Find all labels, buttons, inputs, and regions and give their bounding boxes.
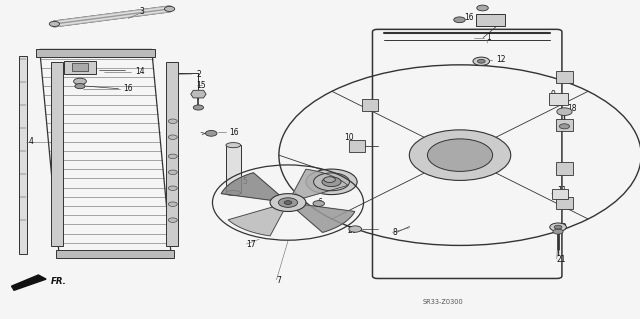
Circle shape [168,186,177,190]
Text: 17: 17 [246,241,256,249]
Text: 20: 20 [348,226,357,235]
Polygon shape [36,49,155,57]
Circle shape [559,124,570,129]
Polygon shape [292,169,348,199]
Circle shape [270,194,306,211]
Circle shape [313,201,324,206]
Polygon shape [64,61,96,74]
Circle shape [193,105,204,110]
Bar [552,189,568,199]
Polygon shape [12,275,46,290]
Circle shape [168,202,177,206]
Circle shape [410,130,511,181]
Text: 1: 1 [486,33,491,42]
Bar [349,140,365,152]
Circle shape [278,198,298,207]
Bar [549,93,568,105]
Text: 13: 13 [557,223,566,232]
Ellipse shape [226,143,241,148]
Bar [556,197,573,209]
Bar [556,162,573,174]
Circle shape [428,139,493,171]
Polygon shape [295,204,355,233]
Polygon shape [191,90,206,98]
Circle shape [168,135,177,139]
Text: 9: 9 [550,90,556,99]
Text: 6: 6 [317,198,323,207]
Bar [166,62,178,246]
Text: 12: 12 [497,56,506,64]
Bar [556,71,573,83]
Bar [362,100,378,111]
Text: 11: 11 [557,186,566,195]
Bar [72,63,88,71]
Text: SR33-Z0300: SR33-Z0300 [422,299,463,305]
Text: 2: 2 [196,70,201,78]
Polygon shape [56,250,174,258]
Circle shape [168,154,177,159]
Circle shape [324,177,335,182]
Bar [19,56,27,254]
Circle shape [557,108,572,115]
Circle shape [314,173,349,191]
Bar [51,62,63,246]
Polygon shape [221,173,281,201]
Circle shape [477,59,485,63]
Text: 16: 16 [465,13,474,22]
Circle shape [168,218,177,222]
Text: 16: 16 [123,84,132,93]
Circle shape [164,6,175,11]
Text: FR.: FR. [51,277,67,286]
Circle shape [168,119,177,123]
Circle shape [75,84,85,89]
Circle shape [284,201,292,204]
Text: 14: 14 [136,67,145,76]
Circle shape [322,177,341,187]
Circle shape [74,78,86,85]
Text: 19: 19 [325,173,335,182]
Circle shape [49,21,60,26]
Circle shape [205,130,217,136]
Text: 8: 8 [392,228,397,237]
Text: 7: 7 [276,276,282,285]
Text: 10: 10 [344,133,354,142]
Text: 18: 18 [567,104,577,113]
Bar [476,14,505,26]
Bar [226,145,241,193]
Ellipse shape [226,190,241,196]
Polygon shape [228,206,284,236]
Text: 21: 21 [557,256,566,264]
Text: 16: 16 [229,128,239,137]
Circle shape [473,57,490,65]
Circle shape [349,226,362,232]
Text: 3: 3 [140,7,145,16]
Circle shape [306,169,357,195]
Circle shape [550,223,566,231]
Text: 5: 5 [242,177,247,186]
Text: 4: 4 [29,137,34,146]
Circle shape [553,229,563,234]
Circle shape [168,170,177,174]
Circle shape [454,17,465,23]
Circle shape [477,5,488,11]
Circle shape [554,225,562,229]
Bar [556,119,573,131]
Text: 15: 15 [196,81,206,90]
